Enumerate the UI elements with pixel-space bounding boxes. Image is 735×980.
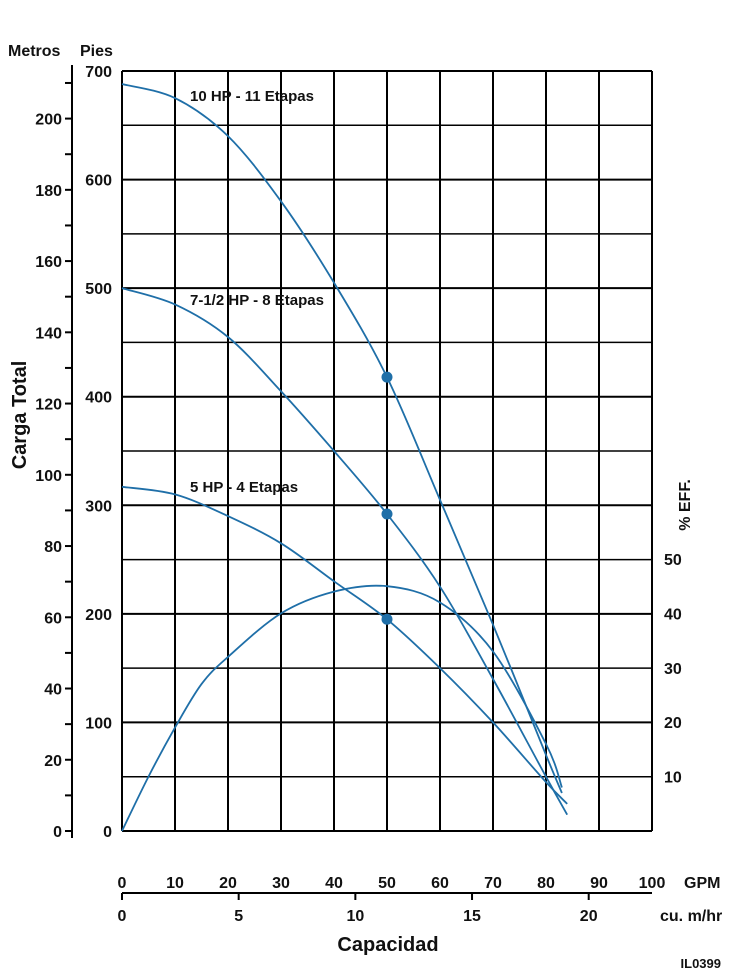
labels: Metros Pies Carga Total % EFF. GPM cu. m… (8, 43, 722, 971)
y-tick-label-pies: 600 (85, 173, 112, 190)
cumhr-unit-label: cu. m/hr (660, 908, 722, 925)
y-tick-label-metros: 100 (35, 468, 62, 485)
x-tick-label-gpm: 90 (590, 875, 608, 892)
y-tick-label-metros: 20 (44, 753, 62, 770)
y-tick-label-pies: 500 (85, 281, 112, 298)
x-tick-label-gpm: 100 (639, 875, 666, 892)
x-axis-title: Capacidad (337, 934, 438, 956)
series-label-5-hp-4-etapas: 5 HP - 4 Etapas (190, 479, 298, 496)
y-tick-label-metros: 200 (35, 112, 62, 129)
y-tick-label-pies: 0 (103, 824, 112, 841)
y-tick-label-pies: 400 (85, 390, 112, 407)
curve-7-1-2-hp-8-etapas (121, 287, 568, 816)
y-tick-label-metros: 40 (44, 682, 62, 699)
x-tick-label-gpm: 60 (431, 875, 449, 892)
bep-marker-5-hp-4-etapas (381, 613, 393, 625)
x-tick-label-cumhr: 0 (118, 908, 127, 925)
figure-code: IL0399 (681, 956, 721, 971)
series-label-7-1-2-hp-8-etapas: 7-1/2 HP - 8 Etapas (190, 292, 324, 309)
x-tick-label-cumhr: 10 (346, 908, 364, 925)
x-tick-label-gpm: 0 (118, 875, 127, 892)
curve-5-hp-4-etapas (121, 485, 568, 805)
curve-10-hp-11-etapas (121, 83, 563, 794)
x-tick-label-gpm: 70 (484, 875, 502, 892)
y-tick-label-metros: 180 (35, 183, 62, 200)
y-tick-label-metros: 60 (44, 610, 62, 627)
gpm-unit-label: GPM (684, 875, 720, 892)
x-tick-label-gpm: 50 (378, 875, 396, 892)
y-axis-title: Carga Total (9, 361, 31, 470)
y-tick-label-pies: 300 (85, 498, 112, 515)
x-tick-label-gpm: 10 (166, 875, 184, 892)
x-tick-label-cumhr: 15 (463, 908, 481, 925)
y-tick-label-metros: 160 (35, 254, 62, 271)
x-tick-label-gpm: 40 (325, 875, 343, 892)
series-label-10-hp-11-etapas: 10 HP - 11 Etapas (190, 88, 314, 105)
x-tick-label-gpm: 80 (537, 875, 555, 892)
eff-tick-label: 40 (664, 606, 682, 623)
x-tick-label-cumhr: 5 (234, 908, 243, 925)
pies-axis-header: Pies (80, 43, 113, 60)
y-tick-label-pies: 200 (85, 607, 112, 624)
axes: 0100200300400500600700020406080100120140… (35, 64, 682, 925)
bep-markers (381, 371, 393, 625)
metros-axis-header: Metros (8, 43, 61, 60)
curve-eficiencia (121, 584, 563, 832)
grid (121, 70, 653, 832)
y-tick-label-metros: 80 (44, 539, 62, 556)
eff-tick-label: 10 (664, 770, 682, 787)
y-tick-label-pies: 100 (85, 715, 112, 732)
eff-tick-label: 20 (664, 715, 682, 732)
x-tick-label-gpm: 30 (272, 875, 290, 892)
x-tick-label-cumhr: 20 (580, 908, 598, 925)
eff-tick-label: 50 (664, 552, 682, 569)
y-tick-label-pies: 700 (85, 64, 112, 81)
y-tick-label-metros: 120 (35, 397, 62, 414)
x-tick-label-gpm: 20 (219, 875, 237, 892)
bep-marker-10-hp-11-etapas (381, 371, 393, 383)
eff-axis-title: % EFF. (677, 479, 694, 531)
y-tick-label-metros: 140 (35, 325, 62, 342)
curves (121, 83, 568, 832)
bep-marker-7-1-2-hp-8-etapas (381, 508, 393, 520)
y-tick-label-metros: 0 (53, 824, 62, 841)
eff-tick-label: 30 (664, 661, 682, 678)
